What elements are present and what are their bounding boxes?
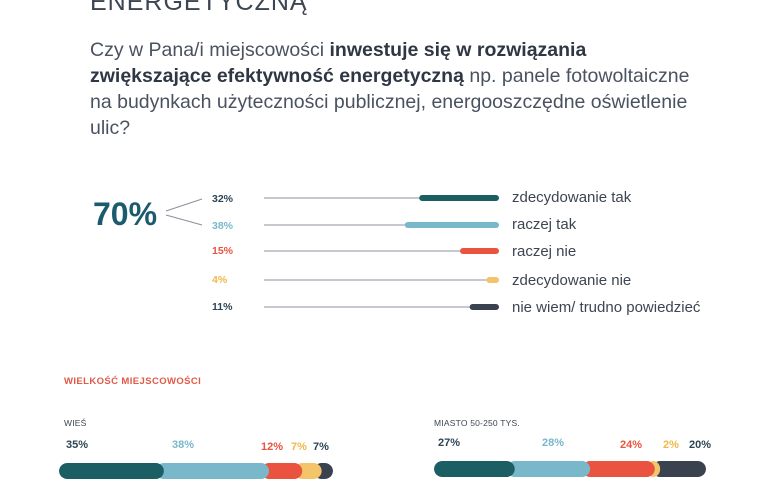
segment-pct-label: 20%	[689, 439, 712, 451]
stacked-segment	[582, 461, 655, 477]
segment-pct-label: 38%	[172, 439, 195, 451]
stacked-segment	[652, 461, 706, 477]
stacked-segment	[434, 461, 515, 477]
total-yes-percent: 70%	[93, 196, 158, 232]
segment-pct-label: 28%	[542, 437, 565, 449]
row-pct-label: 38%	[212, 220, 234, 232]
question-part-1: Czy w Pana/i miejscowości	[90, 39, 330, 61]
question-part-2: np. panele fotowoltaiczne na budynkach u…	[90, 65, 690, 139]
row-category-label: zdecydowanie tak	[512, 189, 632, 206]
question-text: Czy w Pana/i miejscowości inwestuje się …	[90, 37, 710, 141]
group-title-village: WIEŚ	[64, 418, 87, 428]
connector-line	[165, 214, 203, 226]
row-category-label: nie wiem/ trudno powiedzieć	[512, 299, 701, 316]
segment-pct-label: 12%	[261, 441, 284, 453]
segment-pct-label: 24%	[620, 439, 643, 451]
row-category-label: raczej tak	[512, 216, 577, 233]
row-category-label: zdecydowanie nie	[512, 272, 632, 289]
question-bold: inwestuje się w rozwiązania zwiększające…	[90, 39, 587, 87]
breakdown-section-title: WIELKOŚĆ MIEJSCOWOŚCI	[64, 376, 202, 387]
stacked-segment	[506, 461, 591, 477]
segment-pct-label: 27%	[438, 437, 461, 449]
page-title: ENERGETYCZNĄ	[90, 0, 308, 16]
stacked-segment	[155, 463, 270, 479]
row-pct-label: 4%	[212, 274, 228, 286]
stacked-segment	[261, 463, 303, 479]
row-pct-label: 32%	[212, 193, 234, 205]
segment-pct-label: 35%	[66, 439, 89, 451]
connector-line	[165, 198, 203, 212]
row-pct-label: 15%	[212, 245, 234, 257]
segment-pct-label: 7%	[291, 441, 307, 453]
segment-pct-label: 7%	[313, 441, 329, 453]
group-title-city: MIASTO 50-250 TYS.	[434, 418, 520, 428]
segment-pct-label: 2%	[663, 439, 679, 451]
row-category-label: raczej nie	[512, 243, 577, 260]
stacked-segment	[59, 463, 164, 479]
row-pct-label: 11%	[212, 301, 233, 313]
